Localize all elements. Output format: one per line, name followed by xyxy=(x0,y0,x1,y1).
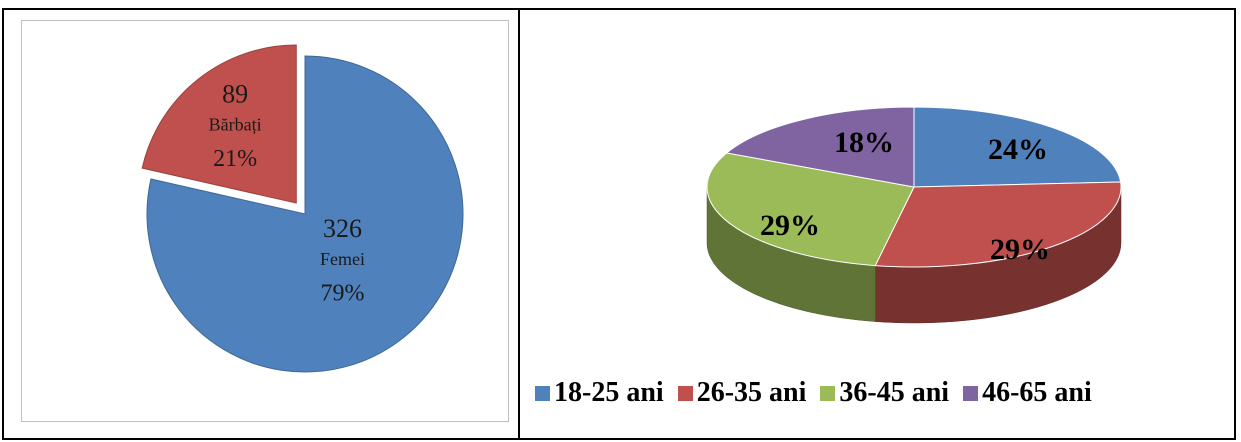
age-slice-pct-1: 29% xyxy=(990,233,1050,266)
age-slice-2 xyxy=(706,152,915,267)
age-slice-1 xyxy=(874,181,1122,268)
age-slice-0 xyxy=(913,106,1122,188)
age-legend: 18-25 ani 26-35 ani 36-45 ani 46-65 ani xyxy=(535,375,1106,411)
column-divider xyxy=(518,8,520,440)
age-slice-3 xyxy=(725,106,915,188)
legend-label-1: 26-35 ani xyxy=(696,377,807,408)
legend-label-3: 46-65 ani xyxy=(982,377,1092,408)
gender-slice-1 xyxy=(141,44,297,204)
gender-slice-label-1-1: Bărbați xyxy=(209,115,262,135)
outer-frame xyxy=(2,8,1236,440)
legend-item-3: 46-65 ani xyxy=(963,377,1092,409)
legend-swatch-2 xyxy=(820,385,836,401)
legend-swatch-0 xyxy=(535,385,550,401)
age-slice-pct-2: 29% xyxy=(760,209,820,242)
legend-item-1: 26-35 ani xyxy=(677,377,807,409)
legend-label-0: 18-25 ani xyxy=(554,377,664,408)
legend-swatch-1 xyxy=(677,385,693,401)
gender-slice-label-1-2: 21% xyxy=(213,146,257,172)
gender-slice-label-0-0: 326 xyxy=(323,214,362,243)
legend-swatch-3 xyxy=(963,385,979,401)
gender-slice-label-0-1: Femei xyxy=(320,249,365,269)
gender-slice-label-0-2: 79% xyxy=(320,280,364,306)
legend-item-2: 36-45 ani xyxy=(820,377,949,409)
gender-slice-label-1-0: 89 xyxy=(222,79,248,108)
legend-label-2: 36-45 ani xyxy=(839,377,950,408)
age-slice-pct-3: 18% xyxy=(834,126,894,159)
gender-slice-0 xyxy=(146,55,464,373)
age-slice-pct-0: 24% xyxy=(988,133,1048,166)
legend-item-0: 18-25 ani xyxy=(535,377,664,409)
